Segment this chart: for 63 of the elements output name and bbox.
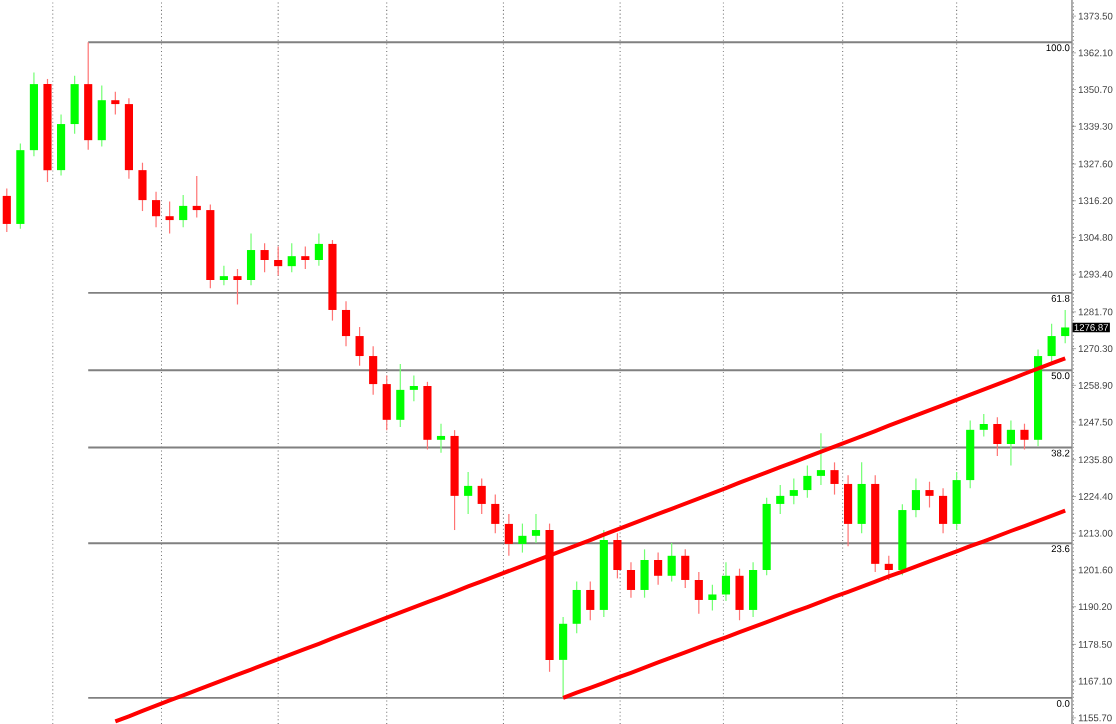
- candlestick: [233, 268, 242, 306]
- candlestick: [708, 584, 717, 612]
- candlestick: [314, 233, 323, 267]
- candlestick: [626, 561, 636, 599]
- candlestick: [735, 568, 744, 621]
- candlestick: [179, 194, 188, 228]
- candlestick: [559, 616, 568, 699]
- candlestick: [789, 477, 798, 505]
- candlestick: [613, 532, 622, 579]
- candlestick: [586, 580, 595, 621]
- candlestick: [1020, 423, 1029, 451]
- candlestick: [2, 187, 11, 233]
- candlestick: [151, 191, 161, 228]
- candlestick: [531, 513, 541, 544]
- candlestick: [1061, 309, 1070, 344]
- candlestick: [694, 571, 703, 615]
- candlestick: [803, 464, 812, 499]
- candlestick: [939, 487, 948, 534]
- candlestick: [749, 561, 758, 618]
- candlestick: [287, 242, 296, 273]
- candlestick: [369, 345, 378, 396]
- candlestick: [654, 551, 663, 586]
- candlestick: [464, 471, 473, 515]
- candlestick: [97, 84, 106, 148]
- candlestick: [382, 374, 391, 431]
- candlestick: [219, 265, 228, 286]
- candlestick: [355, 326, 364, 367]
- candlestick: [111, 91, 120, 115]
- candlestick: [70, 75, 79, 135]
- candlestick: [1047, 323, 1056, 364]
- candlestick: [721, 561, 731, 602]
- candlestick: [857, 461, 866, 534]
- candlestick: [844, 474, 853, 547]
- candlestick: [518, 522, 527, 554]
- candlestick: [504, 513, 513, 557]
- candlestick: [57, 113, 66, 177]
- candlestick: [572, 580, 581, 634]
- candlestick: [640, 548, 649, 599]
- candlestick: [925, 481, 934, 509]
- candlestick: [274, 245, 283, 277]
- candlestick: [260, 242, 269, 273]
- candlestick: [979, 413, 988, 438]
- candlestick: [396, 363, 405, 428]
- candlestick: [816, 432, 826, 486]
- candlestick: [776, 484, 785, 515]
- candlestick: [1006, 419, 1015, 467]
- candlestick: [667, 542, 676, 583]
- candlestick: [436, 423, 446, 454]
- candlestick: [911, 477, 920, 518]
- candlestick: [477, 477, 486, 515]
- candlestick: [491, 493, 500, 534]
- candlestick: [993, 416, 1002, 457]
- candlestick: [409, 374, 418, 402]
- candlestick: [952, 471, 961, 531]
- candlestick: [341, 300, 351, 347]
- candlestick: [681, 548, 690, 589]
- candlestick: [138, 162, 147, 212]
- candlestick: [830, 461, 839, 496]
- candlestick: [301, 245, 310, 270]
- candlestick: [192, 175, 201, 219]
- candlestick: [165, 200, 174, 235]
- candlestick: [884, 555, 893, 581]
- candlestick: [246, 233, 256, 286]
